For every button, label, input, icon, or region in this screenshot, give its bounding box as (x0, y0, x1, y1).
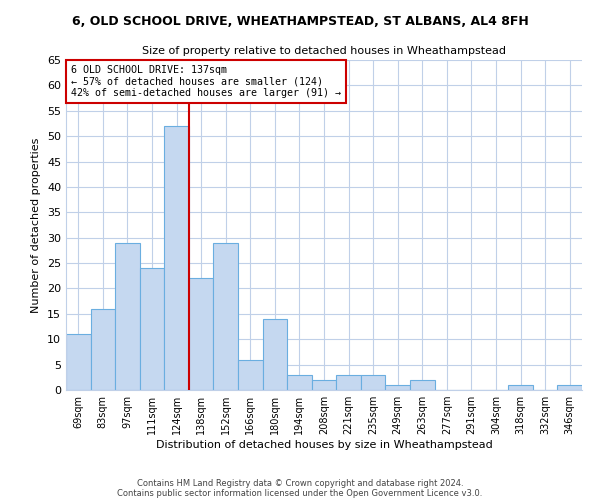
Text: 6 OLD SCHOOL DRIVE: 137sqm
← 57% of detached houses are smaller (124)
42% of sem: 6 OLD SCHOOL DRIVE: 137sqm ← 57% of deta… (71, 65, 341, 98)
X-axis label: Distribution of detached houses by size in Wheathampstead: Distribution of detached houses by size … (155, 440, 493, 450)
Bar (91, 309, 115, 390)
Bar (385, 385, 410, 390)
Bar (263, 319, 287, 390)
Bar (115, 243, 140, 390)
Bar (238, 360, 263, 390)
Bar (508, 385, 533, 390)
Bar (189, 278, 214, 390)
Bar (336, 375, 361, 390)
Text: Contains public sector information licensed under the Open Government Licence v3: Contains public sector information licen… (118, 488, 482, 498)
Bar (312, 380, 336, 390)
Bar (214, 243, 238, 390)
Bar (557, 385, 582, 390)
Bar (287, 375, 312, 390)
Title: Size of property relative to detached houses in Wheathampstead: Size of property relative to detached ho… (142, 46, 506, 56)
Text: 6, OLD SCHOOL DRIVE, WHEATHAMPSTEAD, ST ALBANS, AL4 8FH: 6, OLD SCHOOL DRIVE, WHEATHAMPSTEAD, ST … (71, 15, 529, 28)
Bar (164, 126, 189, 390)
Y-axis label: Number of detached properties: Number of detached properties (31, 138, 41, 312)
Text: Contains HM Land Registry data © Crown copyright and database right 2024.: Contains HM Land Registry data © Crown c… (137, 478, 463, 488)
Bar (410, 380, 434, 390)
Bar (361, 375, 385, 390)
Bar (140, 268, 164, 390)
Bar (66, 334, 91, 390)
